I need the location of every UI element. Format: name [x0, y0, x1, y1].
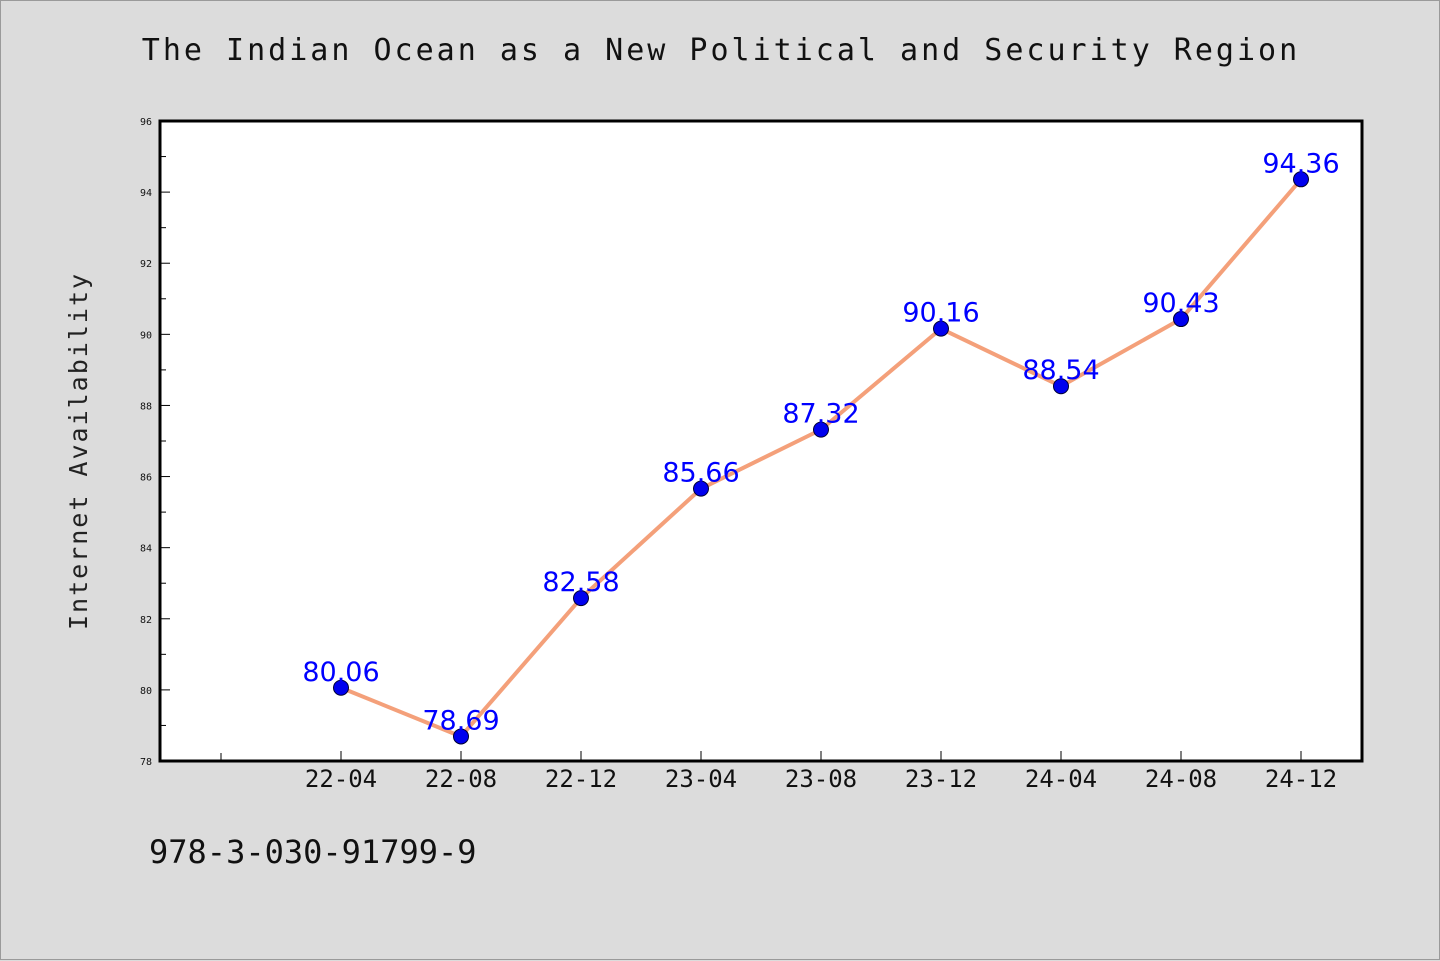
x-tick-label: 23-04	[665, 765, 737, 793]
data-label: 82.58	[542, 567, 619, 598]
y-tick-label: 82	[140, 615, 152, 626]
data-label: 87.32	[782, 399, 859, 430]
x-tick-label: 22-12	[545, 765, 617, 793]
y-tick-label: 96	[140, 117, 152, 128]
x-tick-label: 23-08	[785, 765, 857, 793]
data-point	[333, 679, 349, 696]
y-tick-label: 94	[140, 188, 152, 199]
data-label: 80.06	[302, 657, 379, 688]
data-label: 88.54	[1022, 355, 1099, 386]
x-tick-label: 22-08	[425, 765, 497, 793]
data-point	[693, 480, 709, 497]
data-label: 94.36	[1262, 148, 1339, 179]
x-tick-label: 23-12	[905, 765, 977, 793]
data-label: 90.43	[1142, 288, 1219, 319]
data-point	[1053, 378, 1069, 395]
y-axis-label: Internet Availability	[64, 272, 93, 630]
x-tick-label: 22-04	[305, 765, 377, 793]
x-tick-label: 24-04	[1025, 765, 1097, 793]
data-label: 85.66	[662, 458, 739, 489]
y-tick-label: 90	[140, 330, 152, 341]
y-tick-label: 86	[140, 473, 152, 484]
y-tick-label: 78	[140, 757, 152, 768]
data-label: 78.69	[422, 705, 499, 736]
data-point	[813, 421, 829, 438]
data-point	[1173, 311, 1189, 328]
y-tick-label: 88	[140, 401, 152, 412]
data-point	[573, 590, 589, 607]
x-tick-label: 24-08	[1145, 765, 1217, 793]
data-point	[1293, 171, 1309, 188]
y-tick-label: 80	[140, 686, 152, 697]
y-tick-label: 84	[140, 544, 152, 555]
chart-title: The Indian Ocean as a New Political and …	[141, 33, 1301, 68]
plot-area	[158, 119, 1364, 763]
data-label: 90.16	[902, 298, 979, 329]
data-point	[453, 728, 469, 745]
x-tick-label: 24-12	[1265, 765, 1337, 793]
isbn-caption: 978-3-030-91799-9	[149, 833, 477, 871]
data-point	[933, 320, 949, 337]
y-tick-label: 92	[140, 259, 152, 270]
